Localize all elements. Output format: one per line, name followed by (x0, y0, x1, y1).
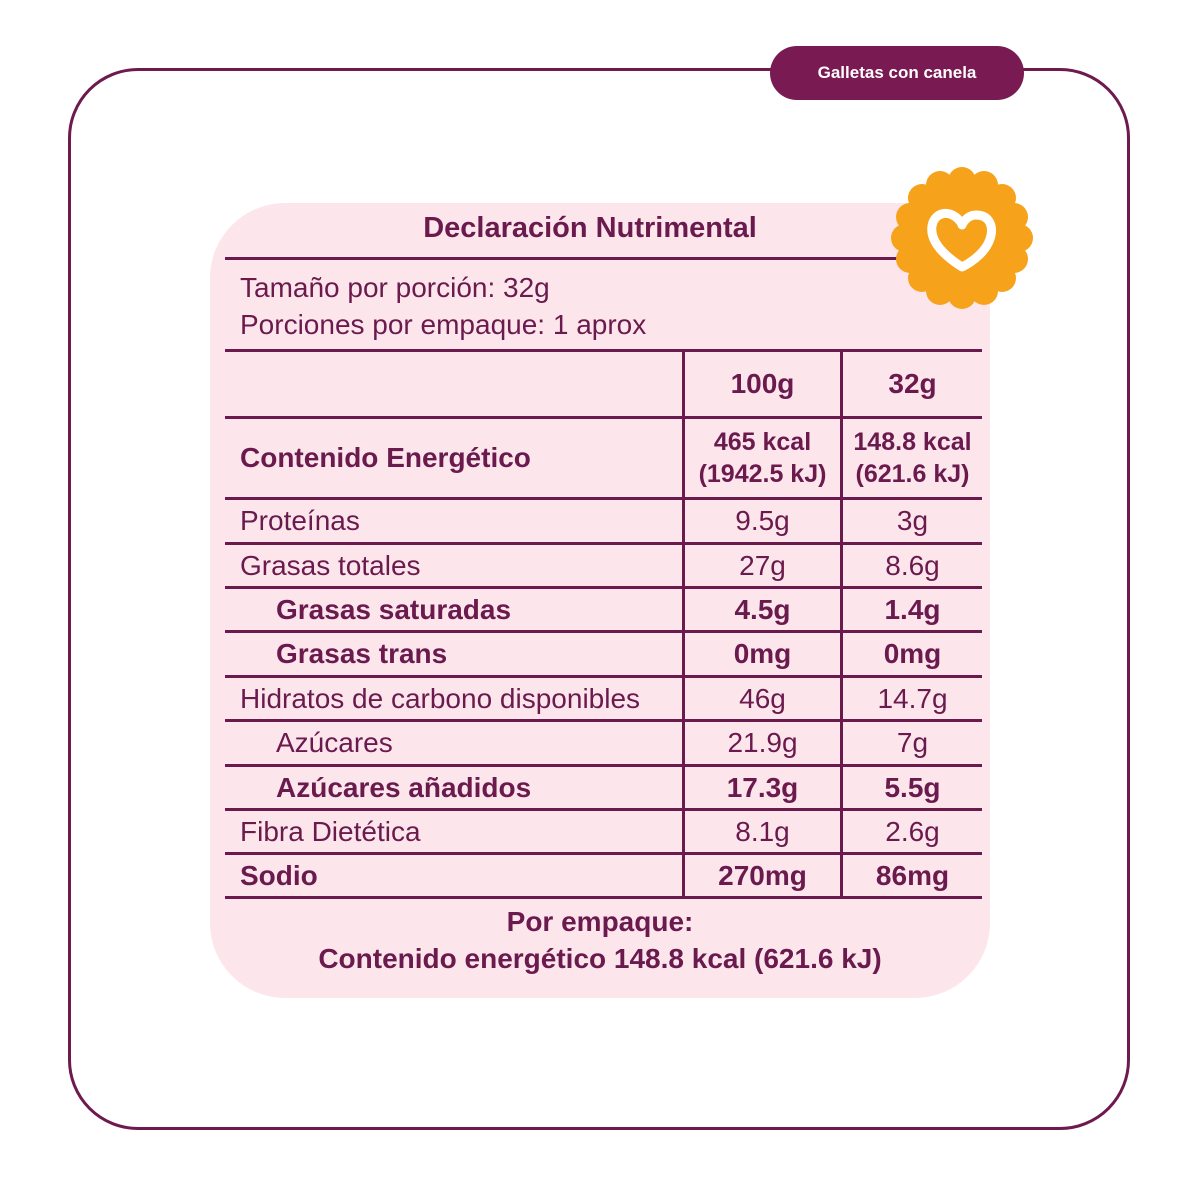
nutrient-value-portion: 5.5g (884, 772, 941, 803)
nutrient-value-portion: 7g (896, 727, 929, 758)
nutrient-value-100g: 0mg (733, 638, 792, 669)
divider (225, 542, 982, 545)
panel-title: Declaración Nutrimental (423, 212, 757, 244)
column-header-portion: 32g (888, 368, 937, 399)
column-header-100g: 100g (730, 368, 795, 399)
footer-energy: Contenido energético 148.8 kcal (621.6 k… (318, 943, 882, 974)
energy-portion-kj: (621.6 kJ) (855, 460, 970, 488)
nutrient-value-100g: 270mg (718, 860, 807, 891)
energy-portion-kcal: 148.8 kcal (853, 428, 972, 456)
nutrient-label: Grasas saturadas (276, 594, 512, 625)
nutrient-value-100g: 9.5g (735, 505, 790, 536)
product-tag: Galletas con canela (770, 46, 1024, 100)
serving-size: Tamaño por porción: 32g (240, 272, 550, 303)
divider (225, 852, 982, 855)
nutrient-label: Grasas totales (240, 550, 421, 581)
nutrient-value-100g: 27g (739, 550, 786, 581)
energy-100g: 465 kcal (1942.5 kJ) (685, 419, 840, 497)
heart-badge-icon (891, 167, 1033, 309)
divider (225, 349, 982, 352)
nutrient-value-portion: 1.4g (884, 594, 941, 625)
nutrient-value-100g: 8.1g (735, 816, 790, 847)
nutrient-label: Azúcares añadidos (276, 772, 532, 803)
nutrition-panel (210, 203, 990, 998)
energy-100g-kj: (1942.5 kJ) (698, 460, 827, 488)
nutrient-label: Proteínas (240, 505, 360, 536)
nutrient-value-100g: 21.9g (727, 727, 798, 758)
footer-heading: Por empaque: (506, 906, 694, 937)
nutrient-value-100g: 4.5g (734, 594, 791, 625)
servings-per-package: Porciones por empaque: 1 aprox (240, 309, 647, 340)
divider (225, 675, 982, 678)
column-divider (682, 350, 685, 898)
nutrient-label: Fibra Dietética (240, 816, 421, 847)
divider (225, 257, 982, 260)
divider (225, 808, 982, 811)
nutrient-value-portion: 2.6g (885, 816, 940, 847)
divider (225, 497, 982, 500)
divider (225, 630, 982, 633)
column-divider (840, 350, 843, 898)
divider (225, 416, 982, 419)
divider (225, 586, 982, 589)
nutrient-value-portion: 3g (896, 505, 929, 536)
divider (225, 896, 982, 899)
nutrient-value-portion: 14.7g (877, 683, 948, 714)
nutrient-label: Azúcares (276, 727, 393, 758)
divider (225, 764, 982, 767)
nutrient-value-portion: 0mg (883, 638, 942, 669)
energy-label: Contenido Energético (240, 442, 531, 473)
nutrient-value-portion: 86mg (875, 860, 950, 891)
nutrient-label: Hidratos de carbono disponibles (240, 683, 641, 714)
nutrient-value-portion: 8.6g (885, 550, 940, 581)
energy-portion: 148.8 kcal (621.6 kJ) (843, 419, 982, 497)
nutrient-value-100g: 46g (739, 683, 786, 714)
divider (225, 719, 982, 722)
card-frame (68, 68, 1130, 1130)
nutrient-label: Sodio (240, 860, 318, 891)
nutrient-value-100g: 17.3g (726, 772, 799, 803)
nutrient-label: Grasas trans (276, 638, 448, 669)
energy-100g-kcal: 465 kcal (713, 428, 812, 456)
